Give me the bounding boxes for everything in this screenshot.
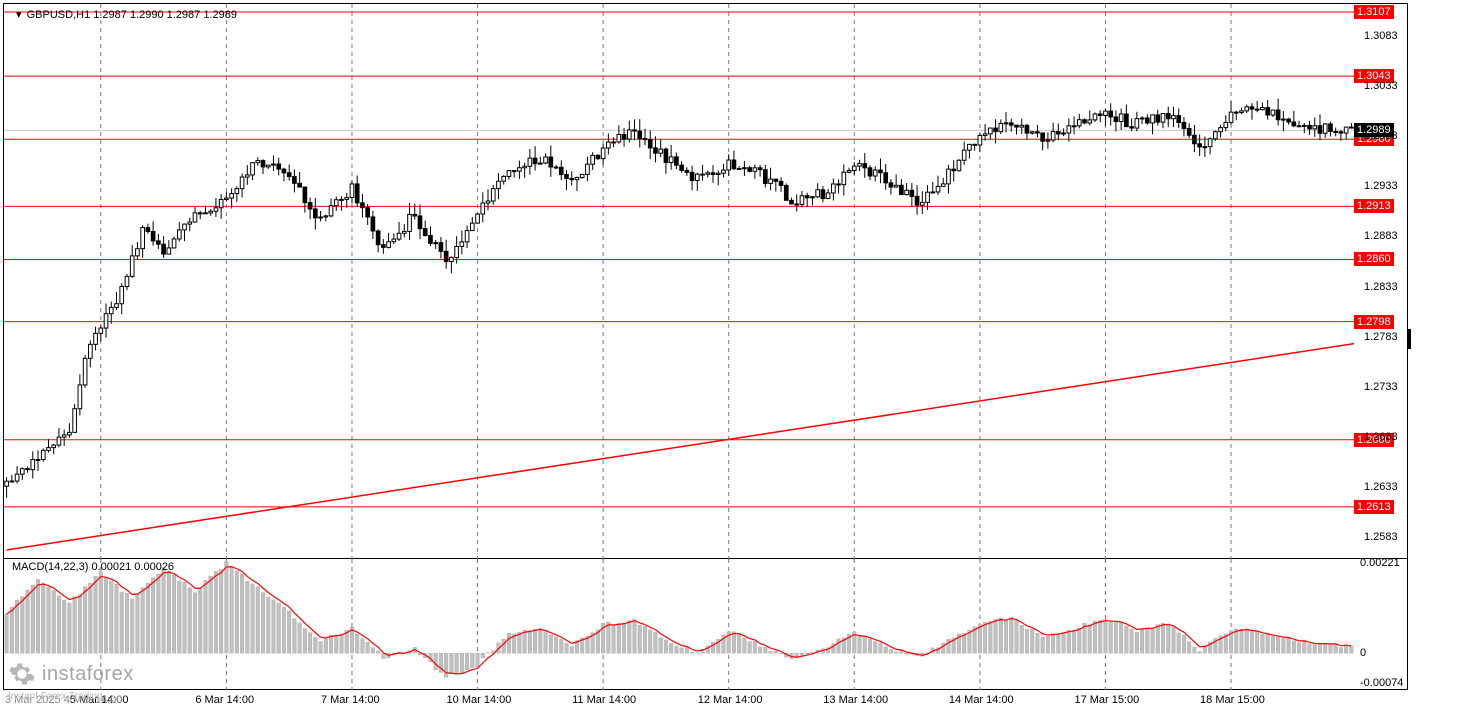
level-tag: 1.2860: [1354, 252, 1394, 266]
timeframe: H1: [76, 9, 90, 21]
level-tag: 1.2798: [1354, 315, 1394, 329]
y-tick-label: 1.2883: [1364, 230, 1398, 242]
level-tag: 1.2913: [1354, 199, 1394, 213]
macd-panel[interactable]: 0.00221 0 -0.00074 MACD(14,22,3) 0.00021 0.…: [3, 559, 1408, 690]
x-tick-label: 11 Mar 14:00: [572, 694, 636, 706]
y-tick-label: 1.2733: [1364, 381, 1398, 393]
current-price-tag: 1.2989: [1354, 123, 1394, 137]
y-tick-label: 1.2683: [1364, 431, 1398, 443]
axis-accent: [1408, 329, 1411, 349]
watermark: instaforexInstant Forex Trading: [8, 660, 134, 688]
level-tag: 1.3107: [1354, 5, 1394, 19]
x-tick-label: 18 Mar 15:00: [1200, 694, 1265, 706]
x-tick-label: 10 Mar 14:00: [447, 694, 512, 706]
macd-tick-label: 0.00221: [1360, 557, 1400, 569]
chart-root: 1.31071.30431.29801.29131.28601.27981.26…: [0, 0, 1466, 719]
y-tick-label: 1.2933: [1364, 180, 1398, 192]
gear-icon: [8, 660, 36, 688]
y-tick-label: 1.3033: [1364, 80, 1398, 92]
x-tick-label: 13 Mar 14:00: [823, 694, 888, 706]
y-tick-label: 1.2783: [1364, 331, 1398, 343]
y-tick-label: 1.2833: [1364, 281, 1398, 293]
y-tick-label: 1.3083: [1364, 30, 1398, 42]
x-tick-label: 7 Mar 14:00: [321, 694, 380, 706]
macd-tick-label: 0: [1360, 647, 1366, 659]
macd-title: MACD(14,22,3) 0.00021 0.00026: [12, 561, 174, 573]
x-tick-label: 12 Mar 14:00: [698, 694, 763, 706]
level-tag: 1.2613: [1354, 500, 1394, 514]
symbol: GBPUSD: [27, 9, 73, 21]
y-tick-label: 1.2633: [1364, 481, 1398, 493]
y-tick-label: 1.2583: [1364, 531, 1398, 543]
x-axis: 5 Mar 14:006 Mar 14:007 Mar 14:0010 Mar …: [3, 690, 1408, 716]
price-panel[interactable]: 1.31071.30431.29801.29131.28601.27981.26…: [3, 3, 1408, 559]
brand-text: instaforex: [42, 663, 134, 686]
x-tick-label: 17 Mar 15:00: [1074, 694, 1139, 706]
x-tick-label: 6 Mar 14:00: [195, 694, 254, 706]
brand-subtext: Instant Forex Trading: [8, 691, 103, 702]
x-tick-label: 14 Mar 14:00: [949, 694, 1014, 706]
macd-tick-label: -0.00074: [1360, 677, 1403, 689]
chart-title: ▾ GBPUSD,H1 1.2987 1.2990 1.2987 1.2989: [16, 8, 237, 21]
